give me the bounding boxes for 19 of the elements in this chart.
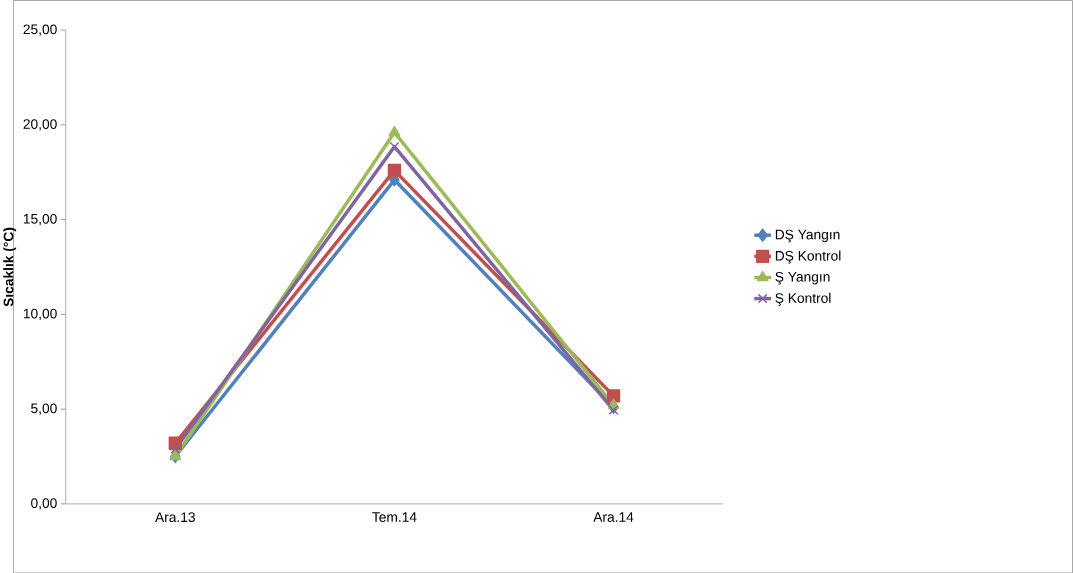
x-tick-label: Tem.14 bbox=[372, 512, 417, 522]
point bbox=[606, 388, 621, 403]
x-tick-label: Ara.13 bbox=[155, 512, 195, 522]
y-tick-label: 10,00 bbox=[23, 308, 57, 320]
legend-label: Ş Kontrol bbox=[775, 292, 831, 306]
y-tick-label: 20,00 bbox=[23, 118, 57, 131]
point bbox=[608, 404, 619, 415]
legend-label: Ş Yangın bbox=[775, 271, 830, 285]
legend-label: DŞ Kontrol bbox=[775, 250, 841, 264]
point bbox=[387, 163, 402, 177]
y-tick-label: 15,00 bbox=[23, 213, 57, 226]
y-tick-label: 5,00 bbox=[31, 403, 57, 415]
y-axis-title: Sıcaklık (°C) bbox=[3, 227, 17, 307]
legend-label: DŞ Yangın bbox=[775, 229, 840, 242]
point bbox=[170, 443, 181, 454]
y-tick-label: 0,00 bbox=[31, 497, 57, 510]
y-tick-label: 25,00 bbox=[23, 24, 57, 36]
point bbox=[388, 125, 401, 136]
x-tick-label: Ara.14 bbox=[593, 512, 634, 522]
